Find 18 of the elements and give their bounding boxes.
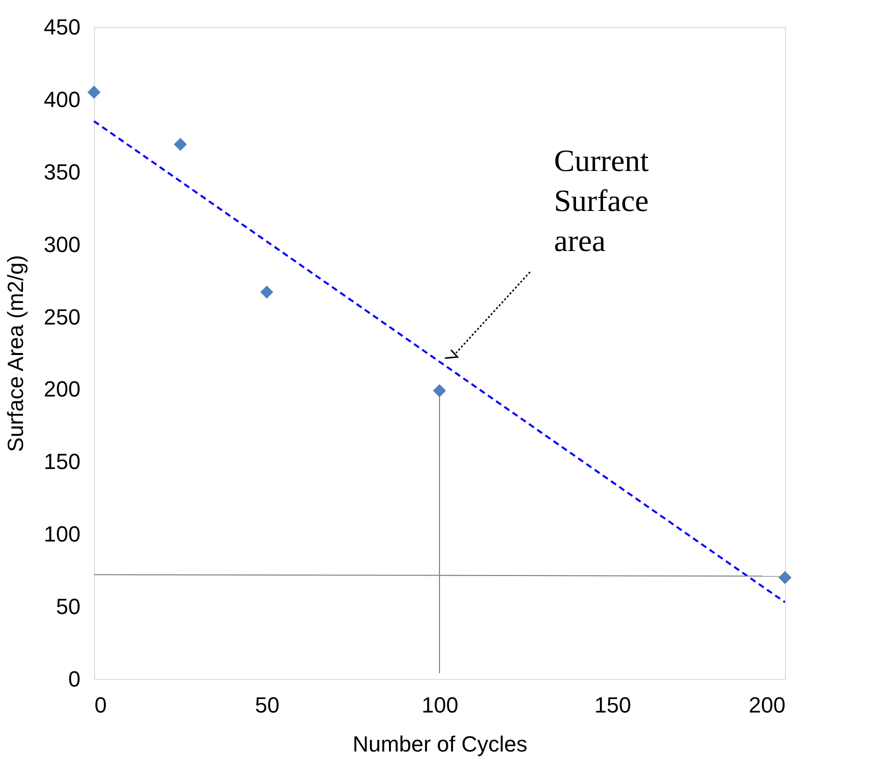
y-tick-label: 300 — [44, 232, 80, 257]
x-axis-title: Number of Cycles — [352, 732, 528, 756]
x-tick-label: 50 — [255, 692, 280, 718]
y-tick-label: 450 — [44, 14, 80, 40]
x-tick-label: 150 — [594, 692, 632, 718]
y-axis-title: Surface Area (m2/g) — [2, 255, 28, 452]
y-tick-label: 250 — [44, 304, 80, 330]
y-tick-label: 200 — [44, 376, 80, 402]
annotation: Current Surface area — [554, 143, 650, 258]
x-tick-label: 0 — [94, 692, 107, 718]
y-tick-label: 150 — [44, 449, 80, 474]
y-tick-label: 100 — [44, 522, 80, 547]
x-tick-label: 100 — [422, 692, 458, 718]
y-tick-label: 50 — [56, 594, 80, 620]
y-tick-label: 350 — [44, 159, 80, 184]
y-tick-label: 400 — [44, 86, 80, 112]
x-tick-label: 200 — [748, 692, 786, 718]
y-tick-label: 0 — [68, 666, 80, 692]
